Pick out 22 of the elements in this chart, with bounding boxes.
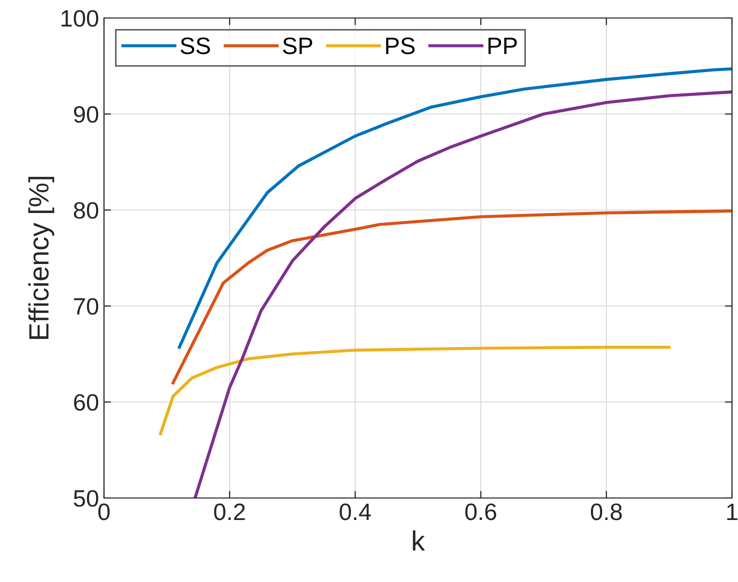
- x-tick-label: 1: [727, 504, 738, 520]
- legend-label: PS: [386, 38, 415, 54]
- line-series: [158, 346, 671, 436]
- x-tick-label: 0.6: [465, 503, 496, 520]
- y-tick-label: 90: [74, 106, 98, 123]
- y-tick-label: 70: [74, 298, 98, 315]
- x-tick-label: 0: [98, 503, 110, 520]
- x-axis-title: k: [412, 530, 425, 551]
- y-tick-label: 50: [74, 490, 98, 507]
- legend-label: PP: [488, 38, 517, 54]
- y-tick-label: 100: [62, 10, 98, 27]
- x-tick-label: 0.2: [214, 503, 245, 520]
- y-tick-label: 80: [74, 202, 98, 219]
- y-tick-label: 60: [74, 394, 98, 411]
- line-series: [178, 67, 732, 349]
- y-axis-title: Efficiency [%]: [28, 176, 54, 339]
- line-series: [194, 90, 732, 498]
- line-series: [172, 209, 732, 384]
- x-tick-label: 0.4: [340, 503, 371, 520]
- legend-label: SP: [282, 38, 312, 54]
- legend-label: SS: [180, 38, 210, 54]
- x-tick-label: 0.8: [590, 503, 622, 520]
